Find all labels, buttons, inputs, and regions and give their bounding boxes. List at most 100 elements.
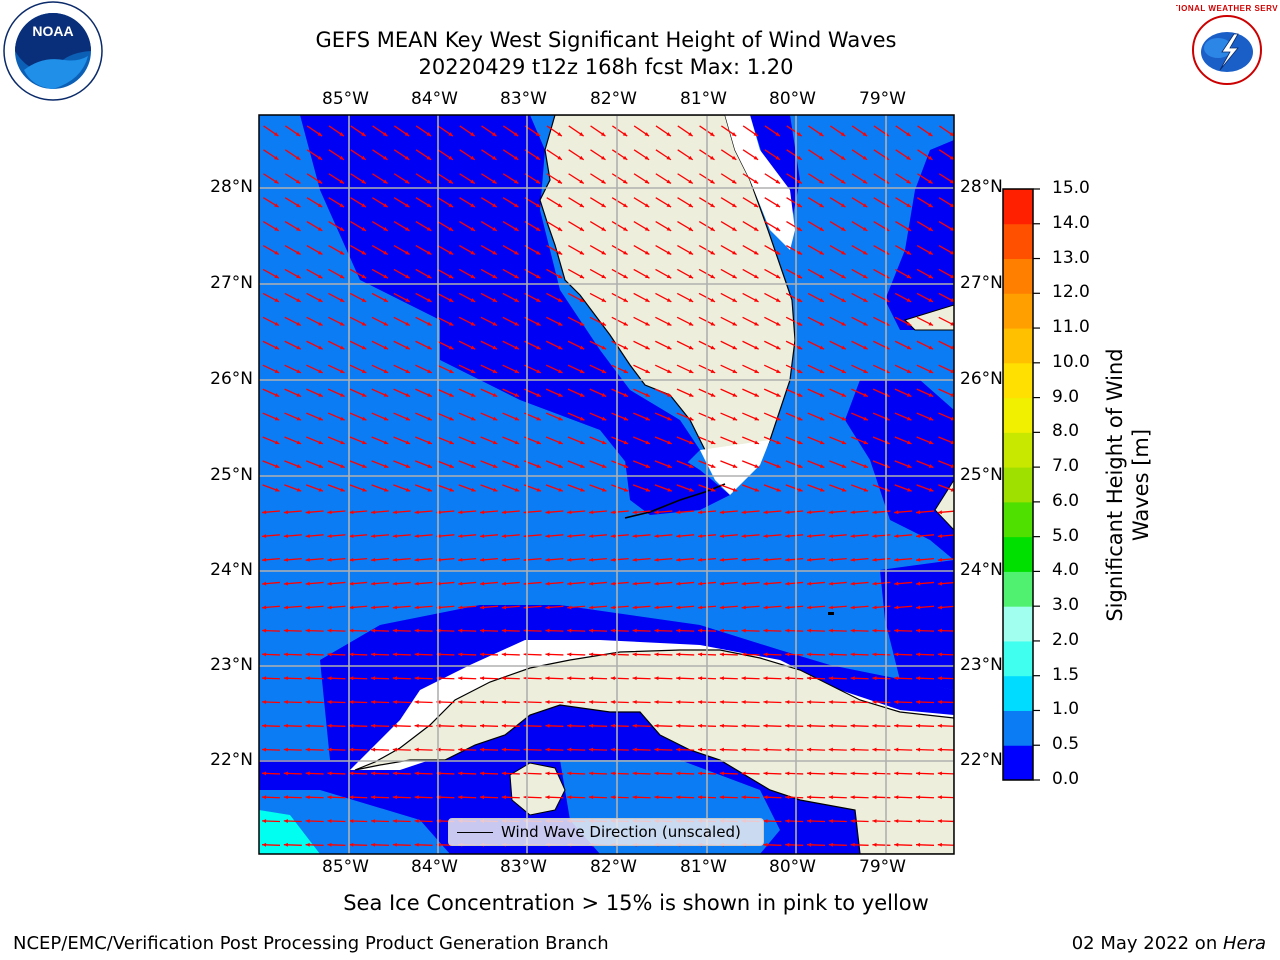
wave-direction-arrow bbox=[806, 605, 826, 610]
wave-direction-arrow bbox=[612, 125, 628, 137]
wave-direction-arrow bbox=[785, 388, 803, 398]
wave-direction-arrow bbox=[806, 700, 826, 704]
wave-direction-arrow bbox=[677, 244, 694, 256]
wave-direction-arrow bbox=[872, 771, 891, 776]
wave-direction-arrow bbox=[306, 149, 323, 161]
wave-direction-arrow bbox=[370, 747, 390, 752]
wave-direction-arrow bbox=[829, 244, 846, 256]
wave-direction-arrow bbox=[894, 842, 913, 847]
wave-direction-arrow bbox=[742, 340, 759, 350]
wave-direction-arrow bbox=[349, 676, 368, 681]
wave-direction-arrow bbox=[590, 173, 606, 184]
wave-direction-arrow bbox=[720, 412, 738, 421]
colorbar-tick-label: 9.0 bbox=[1052, 386, 1080, 407]
wave-direction-arrow bbox=[676, 581, 695, 586]
wave-direction-arrow bbox=[502, 292, 520, 303]
wave-direction-arrow bbox=[501, 652, 520, 657]
wave-direction-arrow bbox=[589, 340, 607, 350]
wave-direction-arrow bbox=[567, 747, 586, 752]
wave-direction-arrow bbox=[763, 795, 782, 800]
wave-direction-arrow bbox=[503, 125, 519, 137]
wave-direction-arrow bbox=[458, 460, 476, 469]
wave-direction-arrow bbox=[916, 388, 934, 398]
wave-direction-arrow bbox=[371, 460, 389, 469]
wave-direction-arrow bbox=[394, 125, 410, 137]
wave-direction-arrow bbox=[654, 436, 672, 445]
wave-direction-arrow bbox=[829, 388, 847, 398]
wave-direction-arrow bbox=[654, 605, 673, 610]
wave-direction-arrow bbox=[371, 292, 389, 303]
wave-direction-arrow bbox=[872, 819, 891, 823]
wave-direction-arrow bbox=[392, 581, 411, 586]
wave-direction-arrow bbox=[284, 292, 302, 303]
wave-direction-arrow bbox=[480, 244, 498, 256]
wave-direction-arrow bbox=[415, 173, 432, 184]
wave-direction-arrow bbox=[850, 534, 869, 538]
wave-direction-arrow bbox=[610, 747, 629, 752]
wave-direction-arrow bbox=[393, 292, 411, 303]
wave-direction-arrow bbox=[676, 388, 694, 398]
wave-direction-arrow bbox=[676, 747, 695, 752]
colorbar-segment bbox=[1003, 640, 1033, 677]
wave-direction-arrow bbox=[305, 605, 324, 610]
wave-direction-arrow bbox=[807, 340, 825, 350]
map-legend: Wind Wave Direction (unscaled) bbox=[448, 818, 764, 846]
wave-direction-arrow bbox=[895, 244, 912, 256]
wave-direction-arrow bbox=[415, 436, 433, 445]
wave-direction-arrow bbox=[938, 221, 954, 232]
wave-direction-arrow bbox=[808, 149, 824, 161]
wave-direction-arrow bbox=[328, 197, 345, 208]
wave-direction-arrow bbox=[436, 388, 454, 398]
wave-direction-arrow bbox=[588, 700, 608, 704]
wave-direction-arrow bbox=[894, 484, 912, 492]
wave-direction-arrow bbox=[261, 700, 281, 704]
wave-direction-arrow bbox=[392, 842, 411, 847]
wave-direction-arrow bbox=[632, 747, 651, 752]
wave-direction-arrow bbox=[349, 534, 368, 538]
wave-direction-arrow bbox=[459, 173, 476, 184]
wave-direction-arrow bbox=[261, 842, 281, 847]
wave-direction-arrow bbox=[283, 510, 302, 515]
wave-direction-arrow bbox=[938, 484, 954, 492]
wave-direction-arrow bbox=[284, 340, 302, 350]
wave-direction-arrow bbox=[480, 436, 498, 445]
colorbar-tick-label: 10.0 bbox=[1052, 351, 1090, 372]
wave-direction-arrow bbox=[567, 510, 586, 515]
wave-direction-arrow bbox=[632, 795, 651, 800]
wave-direction-arrow bbox=[306, 340, 323, 350]
wave-direction-arrow bbox=[392, 723, 411, 728]
wave-direction-arrow bbox=[850, 700, 869, 704]
wave-direction-arrow bbox=[306, 197, 323, 208]
wave-direction-arrow bbox=[720, 460, 738, 469]
wave-direction-arrow bbox=[327, 795, 346, 800]
wave-direction-arrow bbox=[633, 364, 651, 374]
colorbar-segment bbox=[1003, 501, 1033, 538]
lon-label-top: 81°W bbox=[680, 89, 727, 109]
wave-direction-arrow bbox=[719, 771, 738, 776]
deep-gulf-north bbox=[300, 115, 700, 480]
wave-direction-arrow bbox=[829, 412, 847, 421]
wave-direction-arrow bbox=[545, 605, 564, 610]
wave-direction-arrow bbox=[677, 221, 694, 232]
wave-direction-arrow bbox=[764, 292, 781, 303]
colorbar-segment bbox=[1003, 536, 1033, 572]
wave-direction-arrow bbox=[654, 412, 672, 421]
wave-direction-arrow bbox=[327, 436, 345, 445]
colorbar-tick-label: 2.0 bbox=[1052, 629, 1080, 650]
wave-direction-arrow bbox=[546, 149, 563, 161]
wave-direction-arrow bbox=[437, 125, 454, 137]
wave-direction-arrow bbox=[632, 771, 651, 776]
wave-direction-arrow bbox=[349, 436, 367, 445]
wave-direction-arrow bbox=[567, 723, 586, 728]
wave-direction-arrow bbox=[327, 557, 346, 562]
wave-direction-arrow bbox=[872, 605, 891, 610]
wave-direction-arrow bbox=[392, 747, 411, 752]
wave-direction-arrow bbox=[654, 557, 673, 562]
wave-direction-arrow bbox=[545, 557, 564, 562]
wave-direction-arrow bbox=[349, 795, 368, 800]
wave-direction-arrow bbox=[459, 268, 476, 279]
map-frame bbox=[258, 114, 955, 855]
wave-direction-arrow bbox=[371, 197, 389, 208]
wave-direction-arrow bbox=[436, 460, 455, 469]
wave-direction-arrow bbox=[632, 700, 651, 704]
